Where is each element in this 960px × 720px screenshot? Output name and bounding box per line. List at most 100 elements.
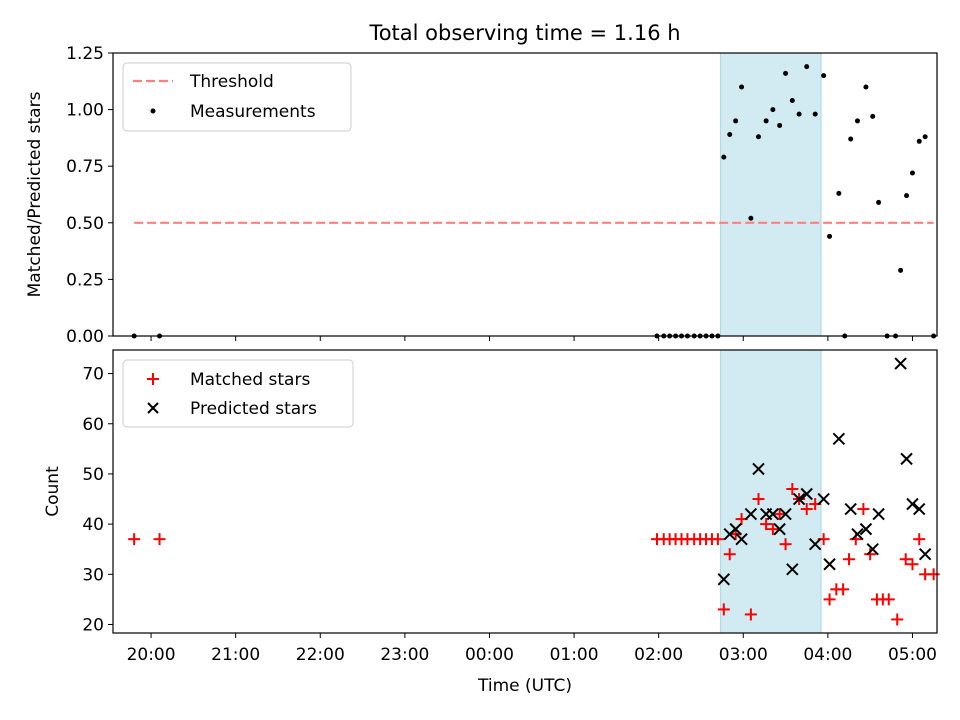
predicted-star-point <box>786 563 799 576</box>
matched-star-point <box>857 503 870 516</box>
predicted-star-point <box>913 502 926 516</box>
measurement-point <box>854 118 860 124</box>
predicted-star-point <box>906 497 919 511</box>
predicted-stars-points <box>717 357 932 586</box>
measurement-point <box>777 122 783 128</box>
y-tick-label: 0.00 <box>66 327 104 347</box>
predicted-star-point <box>900 452 913 466</box>
top-panel: 0.00 0.25 0.50 0.75 1.00 1.25 Matched/Predict… <box>25 44 938 347</box>
measurement-point <box>909 170 915 176</box>
matched-star-point <box>800 503 813 516</box>
x-tick-label: 03:00 <box>719 645 768 665</box>
bottom-y-ticks: 20 30 40 50 60 70 <box>82 365 113 635</box>
matched-star-point <box>891 613 904 626</box>
matched-star-point <box>786 482 799 495</box>
measurement-point <box>848 136 854 142</box>
matched-star-point <box>779 538 792 551</box>
x-tick-label: 23:00 <box>380 645 429 665</box>
y-tick-label: 40 <box>82 515 104 535</box>
measurement-point <box>916 138 922 144</box>
predicted-star-point <box>779 507 792 521</box>
predicted-star-point <box>918 548 932 561</box>
bottom-y-axis-label: Count <box>43 466 63 517</box>
bottom-x-ticks: 20:00 21:00 22:00 23:00 00:00 01:00 02:00 03:00… <box>127 633 937 665</box>
measurement-point <box>739 84 745 90</box>
measurement-point <box>922 134 928 140</box>
predicted-star-point <box>808 537 822 551</box>
predicted-star-point <box>859 522 873 536</box>
top-legend-frame <box>122 62 352 132</box>
predicted-star-point <box>735 532 748 546</box>
matched-star-point <box>773 508 786 521</box>
predicted-star-point <box>773 522 786 536</box>
y-tick-label: 50 <box>82 465 104 485</box>
matched-star-point <box>766 523 779 536</box>
measurement-point <box>870 113 876 119</box>
x-tick-label: 02:00 <box>634 645 683 665</box>
top-highlight-span <box>719 52 822 337</box>
matched-star-point <box>837 583 850 596</box>
measurement-point <box>876 199 882 205</box>
legend-matched-swatch <box>147 373 159 385</box>
measurement-point <box>821 73 827 79</box>
measurement-point <box>812 111 818 117</box>
y-tick-label: 0.50 <box>66 214 104 234</box>
y-tick-label: 1.25 <box>66 44 104 64</box>
measurement-point <box>904 193 910 199</box>
matched-star-point <box>864 548 877 561</box>
measurement-point <box>827 233 833 239</box>
bottom-legend: Matched stars Predicted stars <box>122 359 354 428</box>
predicted-star-point <box>894 357 907 370</box>
measurement-point <box>727 132 733 138</box>
x-tick-label: 01:00 <box>550 645 599 665</box>
predicted-star-point <box>800 487 813 501</box>
matched-star-point <box>723 548 736 561</box>
legend-matched-label: Matched stars <box>190 370 310 390</box>
predicted-star-point <box>872 507 885 521</box>
y-tick-label: 20 <box>82 615 104 635</box>
matched-star-point <box>128 533 141 546</box>
top-y-ticks: 0.00 0.25 0.50 0.75 1.00 1.25 <box>66 44 113 347</box>
y-tick-label: 70 <box>82 365 104 385</box>
top-y-axis-label: Matched/Predicted stars <box>25 91 45 297</box>
predicted-star-point <box>817 492 830 506</box>
bottom-legend-frame <box>122 359 354 428</box>
measurement-point <box>733 118 739 124</box>
bottom-axes-frame <box>112 349 938 634</box>
measurement-point <box>763 118 769 124</box>
matched-star-point <box>744 608 757 621</box>
measurement-point <box>836 190 842 196</box>
y-tick-label: 0.25 <box>66 270 104 290</box>
legend-threshold-label: Threshold <box>189 72 274 92</box>
chart-title: Total observing time = 1.16 h <box>368 21 680 45</box>
matched-star-point <box>882 593 895 606</box>
x-tick-label: 04:00 <box>803 645 852 665</box>
predicted-star-point <box>844 502 857 516</box>
legend-measurements-swatch <box>150 108 156 114</box>
x-tick-label: 21:00 <box>211 645 260 665</box>
predicted-star-point <box>729 522 742 536</box>
legend-predicted-label: Predicted stars <box>190 399 317 419</box>
measurement-point <box>721 154 727 160</box>
measurement-point <box>748 215 754 221</box>
predicted-star-point <box>717 573 731 586</box>
matched-star-point <box>153 533 166 546</box>
matched-star-point <box>717 603 730 616</box>
predicted-star-point <box>766 507 780 521</box>
predicted-star-point <box>744 507 758 521</box>
y-tick-label: 60 <box>82 415 104 435</box>
matched-star-point <box>913 533 926 546</box>
bottom-panel: 20 30 40 50 60 70 20:00 21:00 22:00 23:00 00:00 01… <box>43 349 940 696</box>
measurement-point <box>755 134 761 140</box>
measurement-point <box>804 64 810 70</box>
matched-star-point <box>843 553 856 566</box>
predicted-star-point <box>792 492 806 506</box>
y-tick-label: 0.75 <box>66 157 104 177</box>
legend-predicted-swatch <box>147 402 159 414</box>
x-tick-label: 05:00 <box>888 645 937 665</box>
legend-measurements-label: Measurements <box>190 102 316 122</box>
y-tick-label: 1.00 <box>66 101 104 121</box>
measurement-point <box>796 111 802 117</box>
predicted-star-point <box>823 558 836 571</box>
